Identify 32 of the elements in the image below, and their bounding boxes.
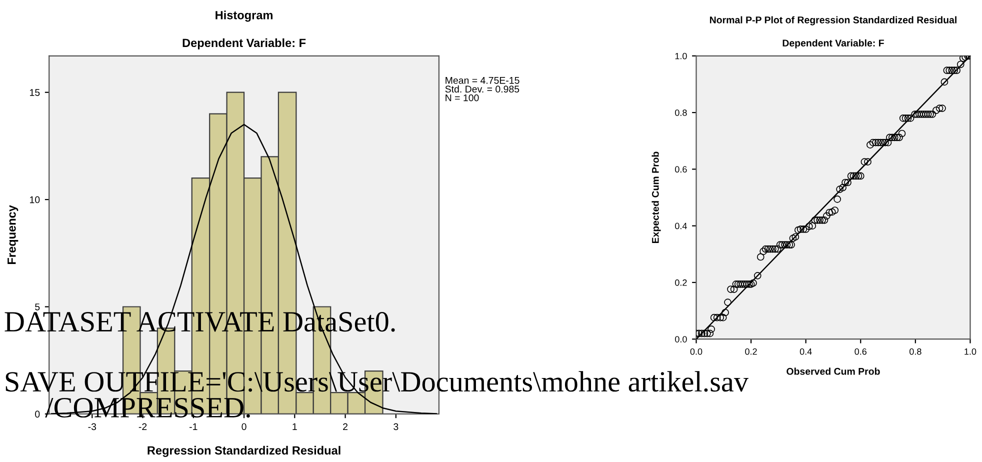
y-tick-label: 1.0 [675,52,687,60]
x-tick-label: 0.8 [910,348,922,355]
x-tick-label: 1.0 [964,348,976,355]
x-tick-label: 3 [394,423,398,430]
y-axis-title: Expected Cum Prob [652,152,661,244]
x-tick-label: 0.2 [745,348,757,355]
x-tick-label: 2 [343,423,348,430]
x-tick-label: -1 [190,423,198,430]
chart-subtitle: Dependent Variable: F [782,39,884,48]
y-tick-label: 0.4 [675,222,687,230]
y-axis-title: Frequency [8,205,18,264]
x-tick-label: -2 [138,423,147,430]
x-tick-label: 0.6 [854,348,867,355]
y-tick-label: 15 [30,89,40,96]
y-tick-label: 0.6 [675,166,687,173]
x-axis-title: Regression Standardized Residual [148,446,340,457]
chart-title: Normal P-P Plot of Regression Standardized Residual [710,16,956,26]
x-axis-title: Observed Cum Prob [786,368,880,375]
y-tick-label: 0 [35,410,40,418]
chart-title: Histogram [216,10,272,22]
chart-subtitle: Dependent Variable: F [182,38,306,50]
text: Mean = 4.75E-15 Std. Dev. = 0.985 N = 100 [445,77,520,102]
y-tick-label: 0.0 [675,336,687,342]
x-tick-label: 0.0 [690,348,702,355]
x-tick-label: 0.4 [800,348,812,355]
y-tick-label: 0.2 [675,279,687,286]
y-tick-label: 0.8 [675,110,687,116]
x-tick-label: 1 [292,423,297,430]
x-tick-label: -3 [88,423,96,430]
y-tick-label: 5 [35,304,40,310]
y-tick-label: 10 [30,196,40,204]
x-tick-label: 0 [242,423,246,430]
